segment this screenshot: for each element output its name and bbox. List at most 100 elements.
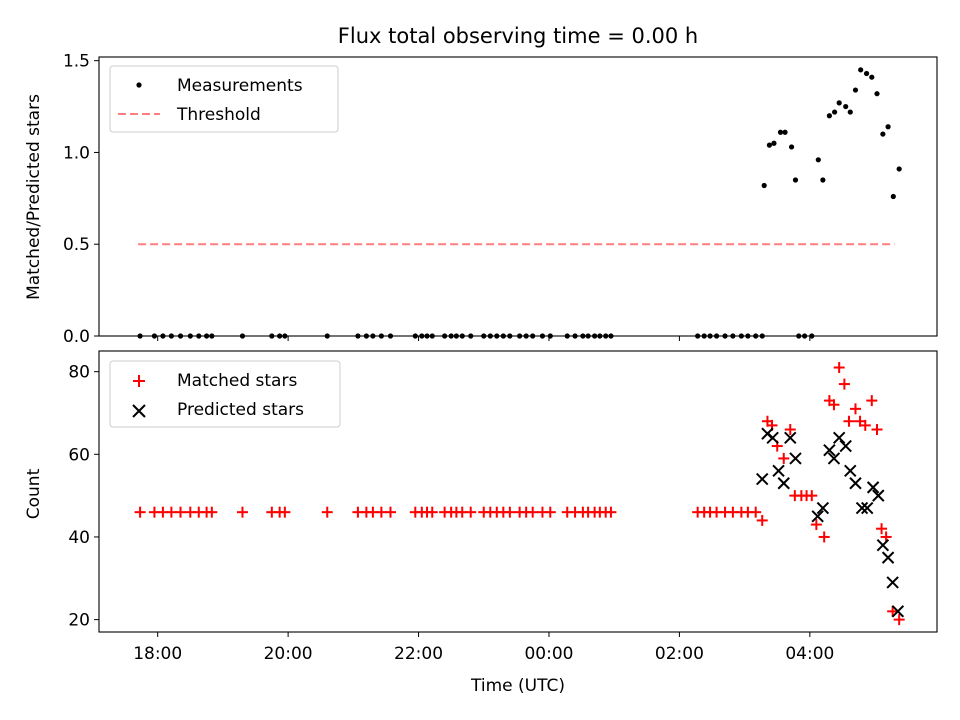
legend-measurements-label: Measurements (177, 76, 303, 96)
matched-star-point (426, 506, 438, 518)
top-y-tick-label: 0.5 (63, 235, 90, 255)
bottom-legend: Matched stars Predicted stars (109, 360, 341, 428)
top-panel: 0.0 0.5 1.0 1.5 Matched/Predicted stars Mea… (24, 52, 938, 347)
matched-star-point (321, 506, 333, 518)
chart-title: Flux total observing time = 0.00 h (338, 24, 698, 48)
predicted-star-point (849, 477, 862, 490)
x-tick-label: 20:00 (264, 644, 313, 664)
top-y-tick-label: 0.0 (63, 327, 90, 347)
measurement-point (826, 113, 832, 119)
measurement-point (792, 177, 799, 183)
predicted-star-point (811, 510, 824, 523)
matched-star-point (810, 519, 822, 531)
legend-measurements-marker (136, 82, 142, 88)
predicted-star-point (861, 501, 874, 515)
top-legend: Measurements Threshold (109, 65, 339, 133)
matched-star-point (605, 506, 617, 518)
matched-star-point (818, 531, 830, 543)
bottom-y-ticks: 20 40 60 80 (68, 363, 99, 631)
predicted-star-point (832, 431, 846, 444)
bottom-x-ticks: 18:00 20:00 22:00 00:00 02:00 04:00 (133, 632, 834, 664)
matched-star-point (887, 605, 899, 617)
measurement-point (832, 109, 838, 115)
matched-star-point (465, 506, 477, 518)
matched-star-point (175, 506, 187, 518)
matched-star-point (778, 452, 790, 464)
matched-star-point (893, 614, 905, 626)
bottom-legend-box (109, 360, 341, 428)
x-tick-label: 04:00 (785, 644, 834, 664)
predicted-star-point (827, 452, 841, 465)
measurement-point (766, 142, 773, 148)
bottom-y-axis-label: Count (24, 468, 44, 519)
legend-matched-label: Matched stars (177, 371, 297, 391)
matched-star-point (876, 523, 888, 535)
top-y-ticks: 0.0 0.5 1.0 1.5 (63, 52, 99, 347)
matched-star-point (871, 424, 883, 436)
matched-star-point (833, 362, 845, 374)
matched-star-point (784, 424, 796, 436)
matched-star-point (849, 403, 861, 415)
predicted-star-point (823, 443, 836, 457)
measurement-point (815, 157, 821, 163)
bottom-y-tick-label: 20 (68, 611, 90, 631)
matched-star-point (843, 415, 855, 427)
bottom-y-tick-label: 40 (68, 528, 90, 548)
predicted-star-point (844, 464, 857, 478)
predicted-star-point (784, 431, 797, 444)
measurement-point (771, 140, 777, 146)
measurement-point (843, 103, 849, 110)
bottom-y-tick-label: 60 (68, 445, 90, 465)
matched-star-point (544, 506, 556, 518)
predicted-star-point (866, 481, 880, 494)
measurement-point (836, 100, 842, 106)
legend-matched-marker (133, 375, 145, 387)
legend-predicted-marker (132, 404, 146, 418)
predicted-star-point (789, 452, 802, 465)
predicted-star-point (876, 539, 890, 552)
predicted-star-point (839, 439, 852, 453)
predicted-star-point (772, 464, 785, 478)
measurement-point (863, 70, 870, 77)
predicted-star-point (816, 501, 830, 515)
measurement-point (777, 129, 784, 135)
top-axes-frame (98, 56, 938, 337)
matched-star-point (806, 490, 818, 502)
predicted-star-point (881, 551, 895, 564)
measurement-point (847, 109, 853, 115)
measurement-point (869, 74, 875, 80)
matched-star-point (750, 506, 762, 518)
x-tick-label: 00:00 (524, 644, 573, 664)
matched-star-point (866, 395, 878, 407)
top-y-axis-label: Matched/Predicted stars (24, 94, 44, 300)
x-axis-label: Time (UTC) (470, 676, 565, 696)
bottom-axes-frame (98, 350, 938, 633)
matched-star-point (859, 419, 871, 431)
matched-star-point (236, 506, 248, 518)
matched-star-point (828, 399, 840, 411)
bottom-y-tick-label: 80 (68, 363, 90, 383)
predicted-star-point (872, 489, 885, 502)
measurement-point (820, 177, 826, 183)
top-x-ticks (157, 336, 811, 341)
matched-star-point (279, 506, 291, 518)
matched-star-point (206, 506, 218, 518)
top-legend-box (109, 65, 339, 133)
measurement-point (761, 182, 767, 189)
measurement-point (890, 193, 896, 200)
measurement-point (852, 87, 859, 93)
x-tick-label: 18:00 (133, 644, 182, 664)
top-y-tick-label: 1.0 (63, 143, 90, 163)
matched-star-point (385, 506, 397, 518)
x-tick-label: 02:00 (655, 644, 704, 664)
matched-star-point (756, 514, 768, 526)
measurement-point (885, 124, 891, 130)
measurement-point (788, 144, 795, 150)
matched-star-point (134, 506, 146, 518)
matched-star-point (504, 506, 516, 518)
x-tick-label: 22:00 (394, 644, 443, 664)
count-points (134, 362, 905, 626)
matched-star-point (527, 506, 539, 518)
